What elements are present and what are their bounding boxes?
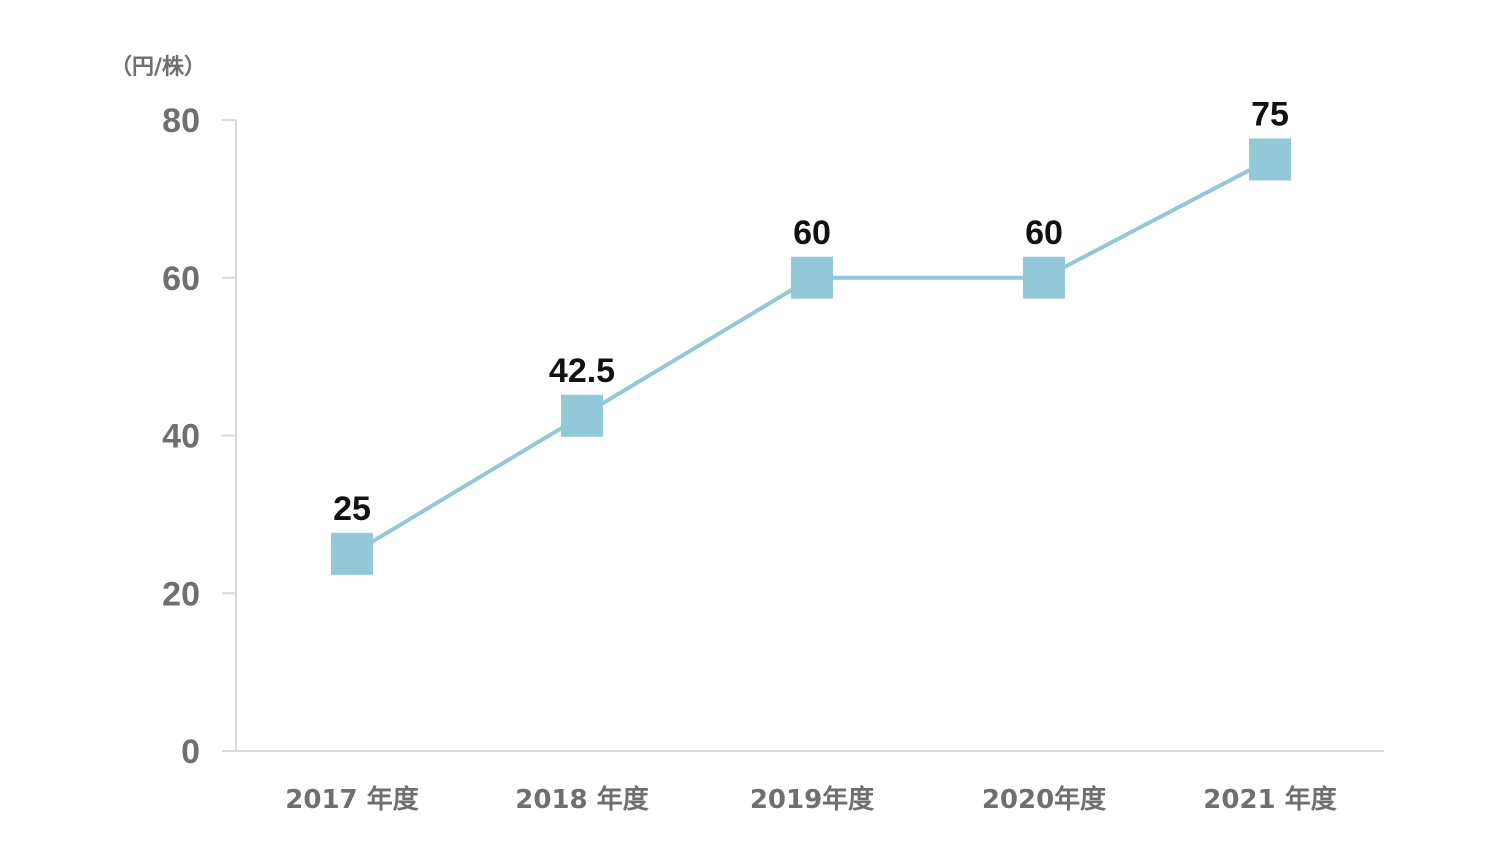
y-unit-label: （円/株） bbox=[110, 55, 206, 80]
y-tick-label: 60 bbox=[162, 260, 200, 298]
data-label: 75 bbox=[1251, 95, 1289, 133]
x-tick-label: 2018 年度 bbox=[515, 784, 648, 815]
x-ticks: 2017 年度 2018 年度 2019年度 2020年度 2021 年度 bbox=[285, 784, 1336, 815]
y-tick-label: 20 bbox=[162, 575, 200, 613]
series-layer bbox=[331, 138, 1291, 575]
data-point-marker bbox=[791, 256, 833, 299]
data-label: 60 bbox=[793, 214, 831, 252]
data-label: 42.5 bbox=[549, 352, 615, 390]
x-tick-label: 2017 年度 bbox=[285, 784, 418, 815]
y-tick-label: 0 bbox=[181, 733, 200, 771]
data-point-marker bbox=[561, 394, 603, 437]
data-label: 25 bbox=[333, 490, 371, 528]
data-labels: 25 42.5 60 60 75 bbox=[333, 95, 1289, 527]
y-tick-label: 80 bbox=[162, 102, 200, 140]
data-point-marker bbox=[1023, 256, 1065, 299]
data-label: 60 bbox=[1025, 214, 1063, 252]
x-tick-label: 2020年度 bbox=[982, 784, 1106, 815]
y-ticks: 0 20 40 60 80 bbox=[162, 102, 236, 771]
data-point-marker bbox=[331, 532, 373, 575]
x-tick-label: 2021 年度 bbox=[1203, 784, 1336, 815]
x-tick-label: 2019年度 bbox=[750, 784, 874, 815]
y-tick-label: 40 bbox=[162, 418, 200, 456]
data-point-marker bbox=[1249, 138, 1291, 181]
